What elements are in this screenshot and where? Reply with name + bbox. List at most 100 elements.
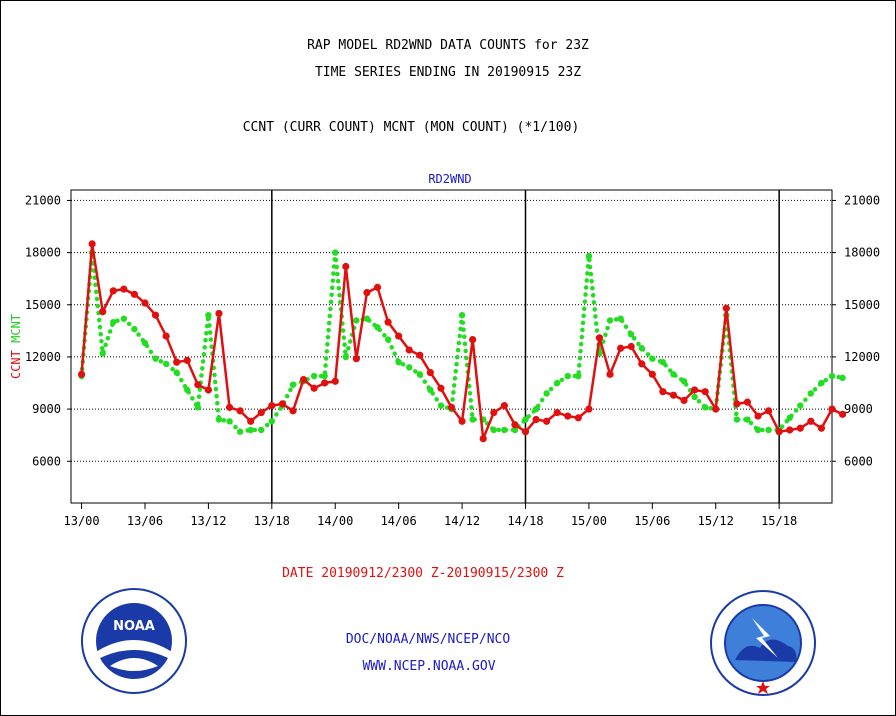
- data-point-ccnt: [321, 379, 329, 387]
- x-tick-label: 15/18: [761, 514, 797, 528]
- data-point-ccnt: [595, 334, 604, 342]
- data-point-ccnt: [564, 412, 572, 420]
- y-tick-label-left: 9000: [32, 402, 61, 416]
- y-tick-label-right: 18000: [844, 246, 880, 260]
- data-point-mcnt: [120, 315, 128, 322]
- data-point-ccnt: [532, 415, 540, 424]
- data-point-ccnt: [627, 342, 635, 351]
- data-point-ccnt: [574, 414, 582, 422]
- data-point-ccnt: [151, 311, 160, 319]
- y-tick-label-right: 6000: [844, 454, 873, 468]
- x-tick-label: 15/12: [698, 514, 734, 528]
- data-point-mcnt: [110, 318, 117, 326]
- data-point-ccnt: [817, 424, 826, 432]
- data-point-ccnt: [521, 428, 530, 436]
- data-point-ccnt: [426, 368, 434, 377]
- data-point-ccnt: [437, 384, 445, 392]
- data-point-mcnt: [469, 416, 476, 423]
- data-point-mcnt: [152, 355, 159, 362]
- data-point-ccnt: [278, 400, 286, 408]
- data-point-mcnt: [226, 418, 233, 425]
- x-tick-label: 15/00: [571, 514, 607, 528]
- data-point-ccnt: [120, 285, 128, 293]
- data-point-mcnt: [141, 339, 149, 347]
- data-point-mcnt: [289, 381, 297, 388]
- data-point-ccnt: [236, 407, 244, 415]
- data-point-ccnt: [807, 417, 815, 425]
- data-point-mcnt: [617, 315, 624, 322]
- data-point-ccnt: [733, 400, 741, 408]
- data-point-ccnt: [247, 417, 255, 425]
- data-point-ccnt: [838, 410, 847, 418]
- data-point-mcnt: [649, 355, 656, 362]
- data-point-mcnt: [765, 426, 772, 434]
- data-point-mcnt: [797, 402, 804, 409]
- data-point-ccnt: [701, 388, 709, 396]
- data-point-mcnt: [384, 336, 392, 343]
- data-point-ccnt: [395, 332, 403, 340]
- data-point-mcnt: [670, 371, 677, 378]
- data-point-mcnt: [374, 324, 381, 331]
- data-point-ccnt: [511, 421, 519, 429]
- data-point-ccnt: [215, 309, 223, 318]
- data-point-ccnt: [828, 405, 836, 413]
- data-point-mcnt: [131, 325, 138, 333]
- data-point-mcnt: [627, 331, 635, 338]
- data-point-mcnt: [744, 416, 751, 423]
- chart-title: RAP MODEL RD2WND DATA COUNTS for 23Z: [307, 38, 589, 53]
- data-point-mcnt: [553, 379, 561, 387]
- x-tick-label: 13/06: [127, 514, 163, 528]
- panel-label: RD2WND: [428, 172, 472, 186]
- data-point-ccnt: [77, 370, 86, 378]
- data-point-mcnt: [575, 372, 582, 380]
- data-point-mcnt: [247, 426, 254, 434]
- chart-description: CCNT (CURR COUNT) MCNT (MON COUNT) (*1/1…: [242, 120, 580, 135]
- data-point-mcnt: [310, 372, 318, 380]
- y-tick-label-left: 6000: [32, 454, 61, 468]
- y-axis-label-ccnt: CCNT: [9, 350, 23, 379]
- data-point-ccnt: [458, 417, 466, 425]
- y-tick-label-right: 15000: [844, 298, 880, 312]
- x-tick-label: 14/00: [317, 514, 353, 528]
- y-axis-label: CCNT MCNT: [9, 314, 23, 379]
- data-point-mcnt: [194, 404, 202, 411]
- data-point-ccnt: [373, 283, 382, 291]
- data-point-ccnt: [638, 360, 646, 368]
- data-point-mcnt: [511, 426, 519, 434]
- data-point-ccnt: [469, 335, 477, 344]
- data-point-mcnt: [321, 372, 328, 380]
- data-point-mcnt: [691, 393, 698, 401]
- data-point-mcnt: [786, 414, 793, 421]
- data-point-mcnt: [532, 405, 540, 413]
- data-point-ccnt: [606, 370, 614, 378]
- data-point-ccnt: [162, 332, 170, 340]
- data-point-ccnt: [796, 424, 804, 432]
- date-range: DATE 20190912/2300 Z-20190915/2300 Z: [282, 566, 564, 581]
- data-point-ccnt: [331, 377, 339, 385]
- data-point-mcnt: [406, 364, 413, 371]
- data-point-mcnt: [638, 345, 645, 352]
- data-point-ccnt: [764, 407, 773, 415]
- website-line: WWW.NCEP.NOAA.GOV: [362, 659, 496, 674]
- y-tick-label-left: 12000: [25, 350, 61, 364]
- data-point-mcnt: [659, 358, 667, 366]
- data-point-mcnt: [437, 402, 445, 409]
- plot-area: [70, 189, 833, 504]
- data-point-ccnt: [659, 388, 667, 396]
- data-point-mcnt: [807, 390, 815, 397]
- data-point-mcnt: [332, 249, 339, 256]
- data-point-ccnt: [289, 407, 297, 415]
- data-point-ccnt: [194, 381, 202, 389]
- data-point-ccnt: [743, 398, 752, 406]
- data-point-ccnt: [500, 402, 508, 410]
- data-point-mcnt: [839, 374, 846, 381]
- data-point-ccnt: [204, 386, 213, 394]
- data-point-ccnt: [99, 308, 107, 316]
- org-line: DOC/NOAA/NWS/NCEP/NCO: [345, 632, 511, 647]
- data-point-ccnt: [109, 287, 117, 295]
- data-point-ccnt: [775, 428, 783, 436]
- data-point-mcnt: [416, 371, 423, 378]
- data-point-mcnt: [215, 416, 223, 423]
- data-point-ccnt: [88, 240, 96, 248]
- data-point-mcnt: [754, 426, 762, 434]
